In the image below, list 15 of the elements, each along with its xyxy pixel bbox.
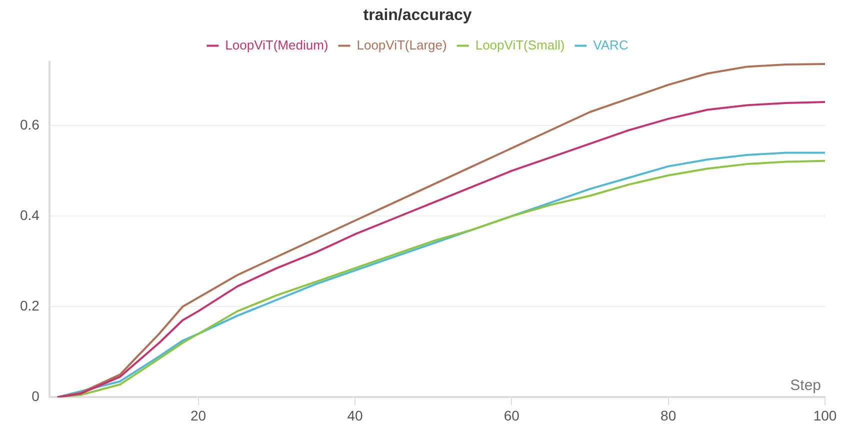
legend-label: VARC [593, 37, 628, 52]
legend-label: LoopViT(Large) [356, 37, 447, 52]
y-tick-label: 0.6 [20, 116, 40, 132]
legend-label: LoopViT(Small) [475, 37, 565, 52]
x-tick-label: 60 [504, 407, 520, 424]
x-tick-label: 100 [813, 407, 837, 424]
x-tick-label: 80 [660, 407, 676, 424]
y-tick-label: 0 [32, 388, 40, 404]
y-tick-label: 0.4 [20, 206, 40, 223]
x-axis-title: Step [790, 376, 821, 394]
x-tick-label: 20 [190, 407, 206, 424]
x-tick-label: 40 [347, 407, 363, 424]
legend-label: LoopViT(Medium) [225, 37, 328, 52]
chart-title: train/accuracy [363, 7, 472, 24]
y-tick-label: 0.2 [20, 298, 40, 314]
